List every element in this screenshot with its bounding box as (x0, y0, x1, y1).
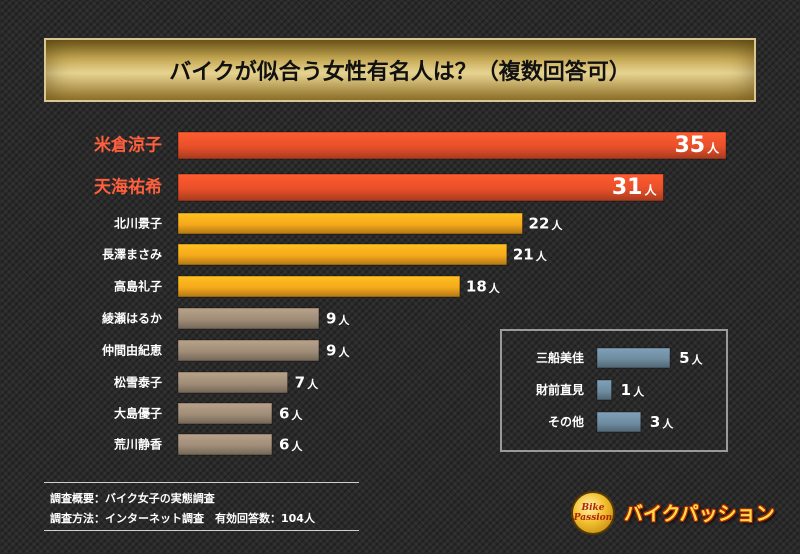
value-unit-8: 人 (307, 377, 319, 391)
footer-divider-bottom (44, 530, 359, 531)
value-label-9: 6 (279, 405, 289, 423)
bar-2 (177, 173, 664, 202)
inset-bar-1 (596, 347, 671, 369)
survey-method-note: 調査方法：インターネット調査 有効回答数：104人 (50, 512, 315, 525)
category-label-7: 仲間由紀恵 (102, 343, 162, 358)
value-unit-7: 人 (338, 345, 350, 359)
inset-value-label-3: 3 (650, 413, 660, 431)
bar-1 (177, 131, 727, 160)
category-label-8: 松雪泰子 (114, 375, 162, 390)
value-unit-4: 人 (536, 249, 548, 263)
value-label-2: 31 (612, 175, 643, 200)
value-label-4: 21 (513, 246, 534, 264)
bar-4 (177, 243, 508, 266)
bar-7 (177, 339, 320, 362)
inset-category-label-3: その他 (548, 414, 584, 429)
category-label-6: 綾瀬はるか (102, 311, 162, 326)
chart-title-banner: バイクが似合う女性有名人は？（複数回答可） (44, 38, 756, 102)
value-label-8: 7 (295, 374, 305, 392)
category-label-3: 北川景子 (114, 216, 162, 231)
value-unit-2: 人 (644, 183, 657, 198)
category-label-5: 高島礼子 (114, 279, 162, 294)
inset-value-unit-2: 人 (633, 385, 645, 399)
inset-value-label-2: 1 (621, 381, 631, 399)
category-label-2: 天海祐希 (94, 177, 162, 198)
value-label-5: 18 (466, 278, 487, 296)
inset-category-label-1: 三船美佳 (536, 350, 584, 365)
value-label-10: 6 (279, 436, 289, 454)
category-label-10: 荒川静香 (113, 437, 162, 452)
value-unit-6: 人 (338, 313, 350, 327)
inset-value-unit-1: 人 (692, 353, 704, 367)
bar-9 (177, 402, 273, 425)
inset-value-unit-3: 人 (662, 417, 674, 431)
inset-category-label-2: 財前直見 (535, 382, 584, 397)
value-unit-1: 人 (707, 141, 720, 156)
bar-8 (177, 371, 289, 394)
inset-bar-3 (596, 411, 642, 433)
value-unit-10: 人 (291, 439, 303, 453)
inset-bar-2 (596, 379, 613, 401)
bar-6 (177, 307, 320, 330)
chart-title: バイクが似合う女性有名人は？（複数回答可） (169, 60, 631, 85)
value-label-6: 9 (326, 310, 336, 328)
bar-10 (177, 433, 273, 456)
inset-value-label-1: 5 (679, 349, 689, 367)
value-label-1: 35 (674, 133, 705, 158)
value-label-3: 22 (529, 215, 550, 233)
footer-divider-top (44, 482, 359, 483)
value-unit-9: 人 (291, 408, 303, 422)
category-label-4: 長澤まさみ (102, 247, 162, 262)
bike-passion-badge-logo: Bike Passion (571, 491, 615, 535)
bike-passion-wordmark: バイクパッション (624, 502, 775, 525)
category-label-1: 米倉涼子 (94, 135, 162, 156)
value-label-7: 9 (326, 342, 336, 360)
bar-3 (177, 212, 524, 235)
bar-5 (177, 275, 461, 298)
category-label-9: 大島優子 (114, 406, 162, 421)
value-unit-5: 人 (489, 281, 501, 295)
logo-badge-bottom: Passion (573, 513, 613, 523)
survey-overview-note: 調査概要：バイク女子の実態調査 (50, 492, 215, 505)
value-unit-3: 人 (551, 218, 563, 232)
inset-box (500, 329, 728, 452)
logo-badge-top: Bike (581, 503, 605, 513)
